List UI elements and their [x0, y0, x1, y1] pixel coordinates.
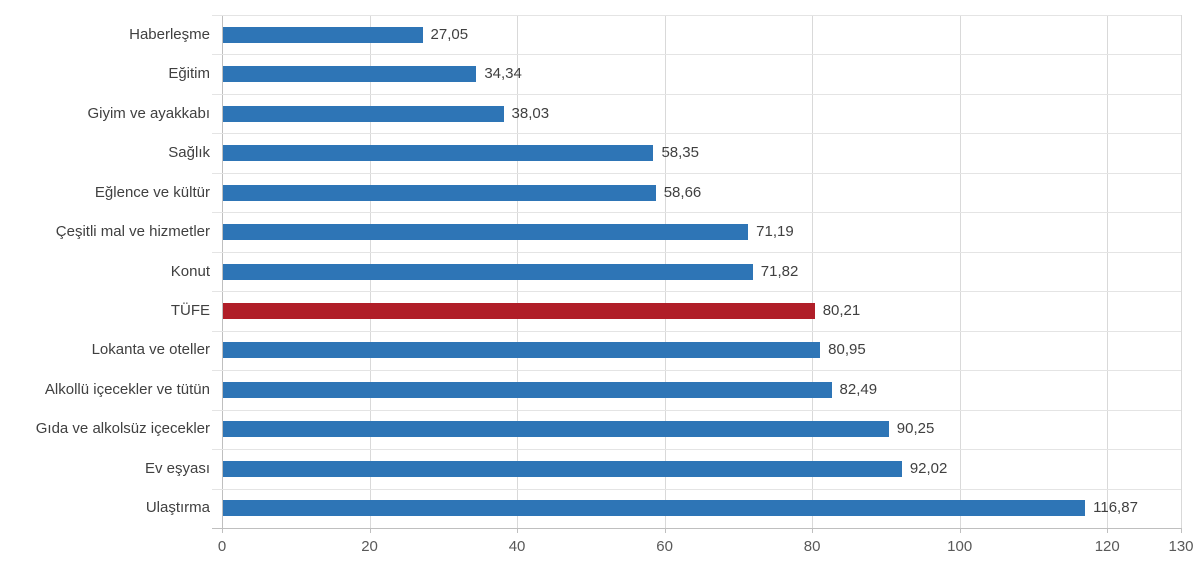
row-gridline — [212, 449, 1181, 451]
bar-highlight-tufe — [223, 302, 815, 319]
row-gridline — [212, 409, 1181, 411]
value-label: 80,95 — [828, 341, 866, 359]
bar — [223, 342, 821, 359]
vertical-gridline — [1107, 15, 1109, 528]
x-axis-tickmark — [369, 528, 371, 533]
x-axis-tick-label: 0 — [217, 538, 227, 555]
row-gridline — [212, 133, 1181, 135]
x-axis-tick-label: 80 — [803, 538, 821, 555]
bar — [223, 224, 749, 241]
x-axis-tick-label: 130 — [1168, 538, 1194, 555]
row-gridline — [212, 370, 1181, 372]
bar — [223, 105, 504, 122]
value-label: 71,19 — [756, 223, 794, 241]
x-axis-tick-label: 100 — [947, 538, 973, 555]
row-gridline — [212, 291, 1181, 293]
x-axis-tickmark — [812, 528, 814, 533]
value-label: 116,87 — [1093, 499, 1138, 517]
x-axis-tick-label: 20 — [361, 538, 378, 555]
row-gridline — [212, 15, 1181, 16]
row-gridline — [212, 172, 1181, 174]
value-label: 80,21 — [822, 301, 861, 319]
vertical-gridline — [959, 15, 961, 528]
bar — [223, 421, 889, 438]
value-label: 90,25 — [896, 420, 935, 438]
x-axis-tick-label: 40 — [508, 538, 526, 555]
x-axis-line — [212, 528, 1182, 529]
bar — [223, 460, 902, 477]
category-label: Lokanta ve oteller — [91, 341, 210, 359]
bar — [223, 500, 1086, 517]
x-axis-tickmark — [1181, 528, 1182, 533]
x-axis-tickmark — [222, 528, 223, 533]
category-label: Sağlık — [168, 144, 210, 162]
value-label: 27,05 — [430, 25, 469, 43]
bar — [223, 145, 654, 162]
vertical-gridline — [812, 15, 814, 528]
x-axis-tickmark — [1107, 528, 1109, 533]
row-gridline — [212, 54, 1181, 56]
category-label: Gıda ve alkolsüz içecekler — [35, 420, 210, 438]
x-axis-tickmark — [517, 528, 519, 533]
value-label: 34,34 — [484, 65, 522, 83]
row-gridline — [212, 212, 1181, 214]
bar — [223, 263, 753, 280]
x-axis-tick-label: 60 — [656, 538, 673, 555]
x-axis-tick-label: 120 — [1094, 538, 1120, 555]
value-label: 58,66 — [663, 183, 702, 201]
bar — [223, 66, 477, 83]
category-axis-line — [222, 15, 223, 528]
category-label: Eğitim — [168, 65, 210, 83]
category-label: Ulaştırma — [145, 499, 210, 517]
category-label: Alkollü içecekler ve tütün — [44, 380, 210, 398]
row-gridline — [212, 251, 1181, 253]
bar — [223, 184, 656, 201]
value-label: 82,49 — [839, 380, 878, 398]
x-axis-tickmark — [664, 528, 666, 533]
x-axis-tickmark — [959, 528, 961, 533]
value-label: 92,02 — [909, 459, 948, 477]
row-gridline — [212, 488, 1181, 490]
bar — [223, 26, 423, 43]
value-label: 58,35 — [661, 144, 699, 162]
vertical-gridline — [1181, 15, 1182, 528]
category-label: Konut — [170, 262, 210, 280]
category-label: TÜFE — [170, 301, 210, 319]
category-label: Giyim ve ayakkabı — [87, 104, 210, 122]
value-label: 71,82 — [760, 262, 799, 280]
value-label: 38,03 — [511, 104, 550, 122]
row-gridline — [212, 93, 1181, 95]
row-gridline — [212, 330, 1181, 332]
bar — [223, 381, 832, 398]
category-label: Ev eşyası — [144, 459, 210, 477]
category-label: Eğlence ve kültür — [94, 183, 210, 201]
category-label: Haberleşme — [129, 25, 210, 43]
category-label: Çeşitli mal ve hizmetler — [55, 223, 210, 241]
